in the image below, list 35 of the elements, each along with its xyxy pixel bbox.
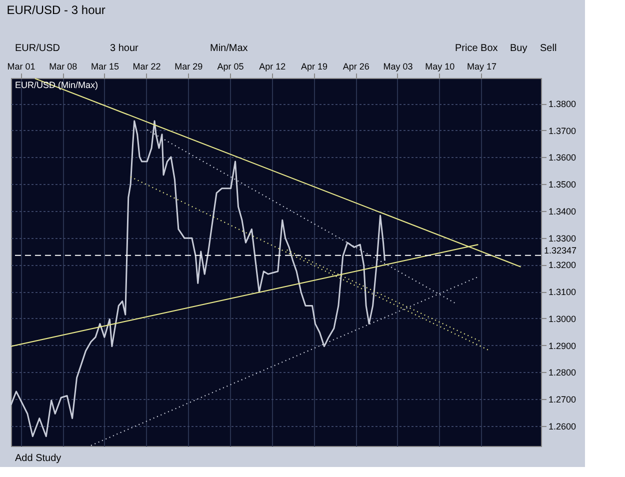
y-tick-label: 1.2600: [548, 421, 576, 432]
x-tick-label: Mar 15: [90, 62, 119, 72]
text: Sell: [540, 43, 557, 54]
x-tick-label: Apr 19: [300, 62, 328, 72]
text: Add Study: [15, 453, 62, 464]
text: Min/Max: [210, 43, 248, 54]
x-tick-label: Mar 01: [7, 62, 36, 72]
x-tick-label: May 17: [466, 62, 496, 72]
x-tick-label: Mar 22: [132, 62, 161, 72]
x-tick-label: May 03: [383, 62, 413, 72]
x-tick-label: Apr 05: [217, 62, 244, 72]
chart-subtitle: EUR/USD (Min/Max): [15, 80, 98, 90]
y-tick-label: 1.3700: [548, 126, 576, 136]
y-tick-label: 1.3200: [548, 260, 576, 270]
text: 3 hour: [110, 43, 140, 54]
y-tick-label: 1.3000: [548, 314, 576, 324]
y-tick-label: 1.3800: [548, 99, 576, 110]
y-tick-label: 1.3500: [548, 180, 576, 190]
y-tick-label: 1.3300: [548, 233, 576, 244]
x-tick-label: Mar 29: [174, 62, 203, 72]
y-tick-label: 1.2900: [548, 340, 576, 351]
y-tick-label: 1.3100: [548, 287, 576, 298]
x-tick-label: May 10: [425, 62, 455, 72]
y-tick-label: 1.3600: [548, 152, 576, 163]
y-tick-label: 1.3400: [548, 206, 576, 216]
ref-line-label: 1.32347: [544, 245, 577, 256]
y-tick-label: 1.2700: [548, 394, 576, 404]
x-tick-label: Apr 12: [259, 62, 286, 72]
text: Price Box: [455, 43, 498, 54]
x-tick-label: Mar 08: [49, 62, 78, 72]
x-tick-label: Apr 26: [342, 62, 370, 72]
chart-title: EUR/USD - 3 hour: [6, 3, 106, 17]
text: Buy: [510, 43, 528, 54]
text: EUR/USD: [15, 43, 60, 54]
y-tick-label: 1.2800: [548, 368, 576, 378]
